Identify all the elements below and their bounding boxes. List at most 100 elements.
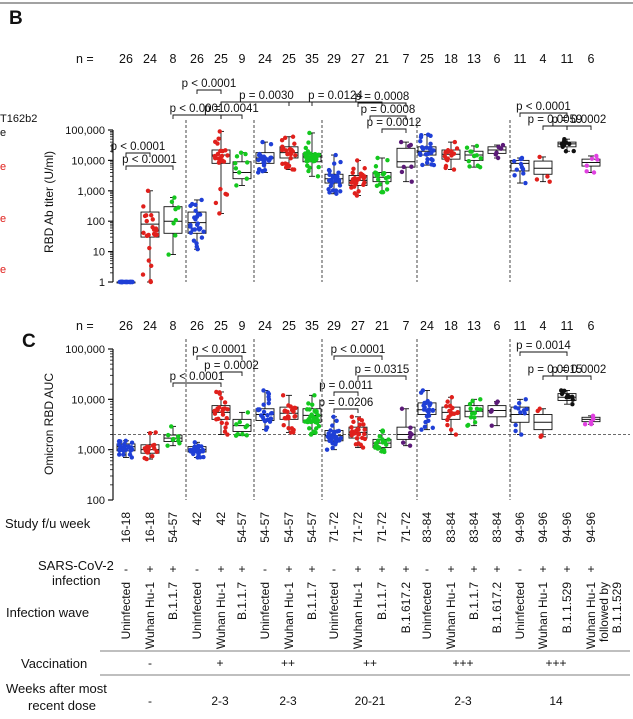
pvalue-label: p = 0.0012	[367, 117, 422, 129]
data-point	[400, 440, 406, 445]
wave-label-10: Wuhan Hu-1	[351, 582, 365, 649]
data-point	[283, 148, 289, 153]
n-value-10: 27	[351, 52, 365, 66]
data-point	[351, 419, 356, 425]
n-value-19: 11	[561, 52, 574, 66]
data-point	[594, 153, 599, 159]
panel-c-axis: 100 1,000 10,000 100,000	[65, 344, 114, 507]
data-point	[128, 279, 134, 285]
pvalue-label: p < 0.0001	[516, 101, 571, 113]
data-point	[292, 141, 297, 146]
data-point	[332, 161, 337, 166]
n-value-15: 13	[467, 52, 481, 66]
data-point	[375, 155, 380, 161]
data-point	[128, 448, 133, 453]
data-point	[224, 421, 229, 426]
data-point	[445, 422, 450, 428]
n-value-14: 18	[444, 52, 458, 66]
data-point	[535, 408, 540, 414]
data-point	[376, 438, 381, 443]
data-point	[443, 165, 448, 171]
n-value-20: 6	[588, 319, 595, 333]
weeks-after-5: 14	[549, 694, 563, 708]
data-point	[472, 415, 477, 420]
n-value-17: 11	[514, 52, 527, 66]
data-point	[334, 191, 339, 196]
pvalue-bracket	[288, 101, 383, 106]
data-point	[238, 150, 244, 155]
vaccination-1: +	[216, 656, 223, 670]
data-point	[523, 397, 528, 402]
data-point	[235, 432, 241, 437]
data-point	[521, 171, 526, 176]
data-point	[495, 155, 501, 161]
data-point	[256, 152, 262, 158]
data-point	[169, 199, 175, 205]
data-point	[177, 441, 182, 446]
data-point	[305, 163, 310, 168]
data-point	[312, 155, 317, 160]
pvalue-bracket	[333, 355, 383, 360]
week-label-7: 54-57	[282, 512, 296, 543]
row-label-weeks-2: recent dose	[28, 698, 96, 713]
data-point	[237, 419, 243, 425]
data-point	[269, 410, 275, 416]
data-point	[431, 148, 436, 153]
wave-label-extra: followed by	[597, 582, 611, 642]
data-point	[356, 441, 361, 446]
data-point	[338, 159, 343, 165]
data-point	[407, 443, 413, 448]
data-point	[127, 452, 133, 457]
data-point	[330, 423, 335, 428]
data-point	[316, 423, 322, 429]
n-value-4: 25	[214, 52, 228, 66]
pvalue-bracket	[519, 351, 568, 356]
data-point	[147, 245, 152, 251]
week-label-9: 71-72	[327, 512, 341, 543]
data-point	[311, 429, 316, 434]
data-point	[336, 179, 341, 184]
data-point	[375, 173, 380, 179]
data-point	[171, 436, 176, 442]
data-point	[589, 156, 595, 161]
infection-sign-9: -	[332, 562, 336, 576]
data-point	[150, 217, 155, 222]
data-point	[280, 144, 285, 149]
week-label-10: 71-72	[351, 512, 365, 543]
weeks-after-0: -	[148, 694, 152, 708]
data-point	[380, 189, 386, 195]
panel-c-separators	[185, 339, 511, 500]
infection-sign-18: +	[539, 562, 546, 576]
wave-label-4: Wuhan Hu-1	[214, 582, 228, 649]
data-point	[420, 162, 425, 168]
wave-label-18: Wuhan Hu-1	[536, 582, 550, 649]
week-label-6: 54-57	[258, 512, 272, 543]
data-point	[401, 164, 406, 170]
n-value-1: 24	[143, 52, 157, 66]
data-point	[380, 429, 386, 434]
vaccination-5: +++	[545, 656, 566, 670]
y-tick-label: 10	[93, 247, 105, 259]
data-point	[407, 434, 413, 440]
data-point	[292, 414, 297, 419]
data-point	[424, 145, 429, 150]
wave-label-5: B.1.1.7	[235, 582, 249, 620]
data-point	[472, 153, 477, 159]
n-value-18: 4	[540, 52, 547, 66]
n-value-3: 26	[190, 319, 204, 333]
data-point	[362, 174, 367, 179]
data-point	[356, 416, 362, 422]
data-point	[567, 141, 572, 147]
pvalue-bracket	[172, 382, 222, 387]
data-point	[383, 175, 389, 181]
data-point	[223, 425, 228, 430]
data-point	[595, 157, 600, 162]
data-point	[356, 189, 361, 194]
data-point	[173, 217, 179, 223]
data-point	[286, 163, 292, 168]
y-tick-label: 100,000	[65, 344, 105, 356]
data-point	[192, 440, 197, 445]
y-tick-label: 10,000	[71, 155, 105, 167]
